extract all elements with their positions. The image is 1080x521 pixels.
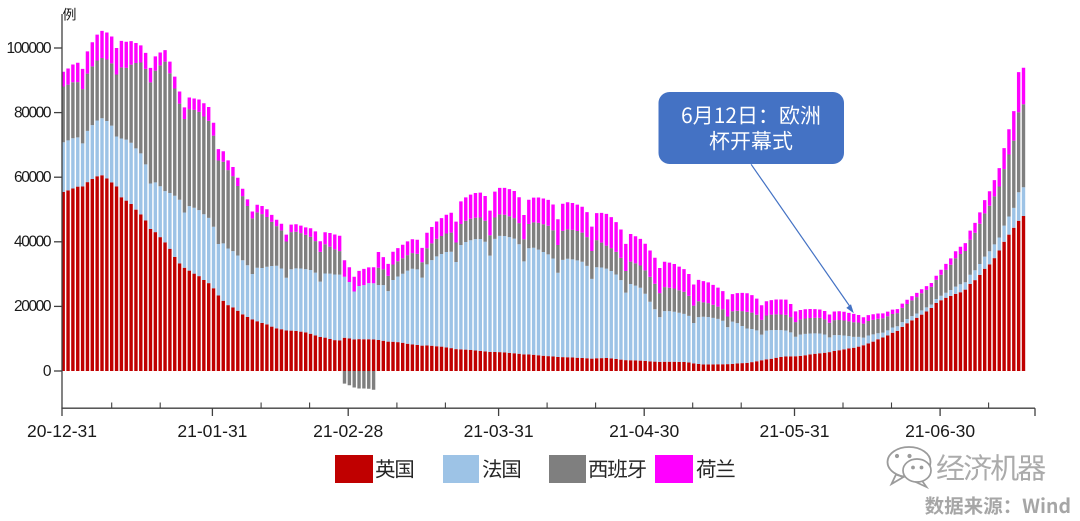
svg-text:0: 0 bbox=[43, 363, 52, 380]
svg-text:40000: 40000 bbox=[14, 234, 52, 251]
svg-text:20000: 20000 bbox=[14, 298, 52, 315]
svg-text:20-12-31: 20-12-31 bbox=[27, 421, 97, 441]
svg-text:80000: 80000 bbox=[14, 104, 52, 121]
svg-text:21-01-31: 21-01-31 bbox=[177, 421, 247, 441]
svg-text:21-02-28: 21-02-28 bbox=[313, 421, 383, 441]
svg-text:21-03-31: 21-03-31 bbox=[464, 421, 534, 441]
svg-text:21-04-30: 21-04-30 bbox=[609, 421, 679, 441]
svg-text:60000: 60000 bbox=[14, 169, 52, 186]
svg-text:21-05-31: 21-05-31 bbox=[759, 421, 829, 441]
svg-text:100000: 100000 bbox=[7, 40, 52, 57]
svg-text:21-06-30: 21-06-30 bbox=[905, 421, 975, 441]
